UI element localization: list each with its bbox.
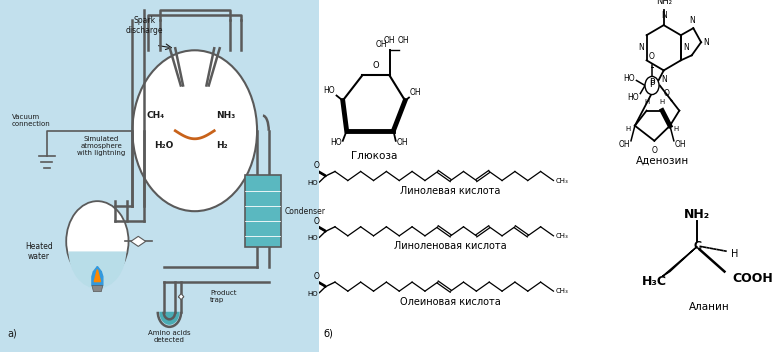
- Text: O: O: [664, 89, 670, 98]
- Text: O: O: [649, 52, 655, 61]
- Text: H: H: [674, 126, 679, 132]
- Text: O: O: [651, 146, 657, 155]
- Text: O: O: [313, 217, 319, 226]
- Text: H₃C: H₃C: [642, 275, 667, 288]
- Text: O: O: [313, 162, 319, 170]
- Text: Аланин: Аланин: [689, 302, 729, 312]
- Text: H: H: [660, 99, 664, 105]
- Text: Олеиновая кислота: Олеиновая кислота: [400, 297, 501, 307]
- Text: H: H: [626, 126, 631, 132]
- Text: Глюкоза: Глюкоза: [351, 151, 397, 161]
- Text: OH: OH: [619, 140, 630, 149]
- Text: O: O: [372, 61, 379, 70]
- Text: CH₃: CH₃: [555, 233, 569, 239]
- Circle shape: [132, 50, 257, 211]
- Text: H₂: H₂: [217, 142, 227, 150]
- Text: OH: OH: [410, 88, 421, 96]
- Text: N: N: [703, 38, 709, 47]
- Polygon shape: [131, 236, 146, 246]
- Text: P: P: [650, 78, 654, 87]
- Wedge shape: [69, 251, 126, 289]
- Text: Аденозин: Аденозин: [636, 156, 689, 166]
- Text: Condenser: Condenser: [284, 207, 326, 216]
- Text: N: N: [689, 16, 695, 25]
- Text: HO: HO: [627, 93, 639, 102]
- Circle shape: [66, 201, 129, 282]
- Text: NH₂: NH₂: [684, 208, 710, 221]
- Text: HO: HO: [307, 235, 318, 241]
- Text: HO: HO: [307, 291, 318, 297]
- Text: COOH: COOH: [732, 272, 773, 285]
- Text: OH: OH: [397, 36, 409, 45]
- Polygon shape: [92, 285, 103, 292]
- Text: Amino acids
detected: Amino acids detected: [148, 331, 191, 344]
- Text: Линоленовая кислота: Линоленовая кислота: [394, 241, 507, 251]
- Text: Линолевая кислота: Линолевая кислота: [400, 186, 501, 196]
- Text: N: N: [639, 43, 644, 52]
- Text: OH: OH: [384, 36, 395, 45]
- Text: HO: HO: [330, 138, 342, 147]
- Text: Simulated
atmosphere
with lightning: Simulated atmosphere with lightning: [77, 136, 125, 156]
- Text: HO: HO: [623, 74, 635, 83]
- Text: CH₃: CH₃: [555, 288, 569, 294]
- Text: P: P: [650, 80, 654, 89]
- Polygon shape: [178, 294, 184, 300]
- Text: Spark
discharge: Spark discharge: [125, 16, 163, 35]
- Text: H₂O: H₂O: [154, 142, 173, 150]
- Circle shape: [645, 76, 659, 95]
- Polygon shape: [92, 271, 93, 285]
- Text: OH: OH: [397, 138, 408, 147]
- Text: NH₃: NH₃: [217, 111, 235, 120]
- Polygon shape: [101, 271, 103, 285]
- Text: H: H: [731, 250, 738, 259]
- Polygon shape: [93, 266, 97, 285]
- Polygon shape: [662, 246, 697, 277]
- Text: Product
trap: Product trap: [210, 290, 237, 303]
- FancyBboxPatch shape: [245, 175, 281, 247]
- Text: NH₂: NH₂: [656, 0, 671, 6]
- Text: C: C: [693, 241, 701, 251]
- Text: N: N: [683, 43, 689, 52]
- Text: H: H: [644, 99, 649, 105]
- Text: N: N: [661, 75, 667, 84]
- Text: OH: OH: [375, 40, 387, 49]
- Text: CH₃: CH₃: [555, 177, 569, 183]
- Text: а): а): [8, 329, 18, 339]
- Text: Vacuum
connection: Vacuum connection: [12, 114, 51, 127]
- Polygon shape: [97, 266, 101, 285]
- Text: HO: HO: [323, 86, 335, 95]
- Text: CH₄: CH₄: [146, 111, 165, 120]
- Text: HO: HO: [307, 180, 318, 186]
- Text: б): б): [323, 329, 333, 339]
- Polygon shape: [94, 270, 100, 282]
- Text: OH: OH: [675, 140, 686, 149]
- Text: O: O: [313, 272, 319, 281]
- Text: N: N: [661, 11, 667, 20]
- Text: Heated
water: Heated water: [25, 242, 53, 261]
- Wedge shape: [159, 312, 179, 325]
